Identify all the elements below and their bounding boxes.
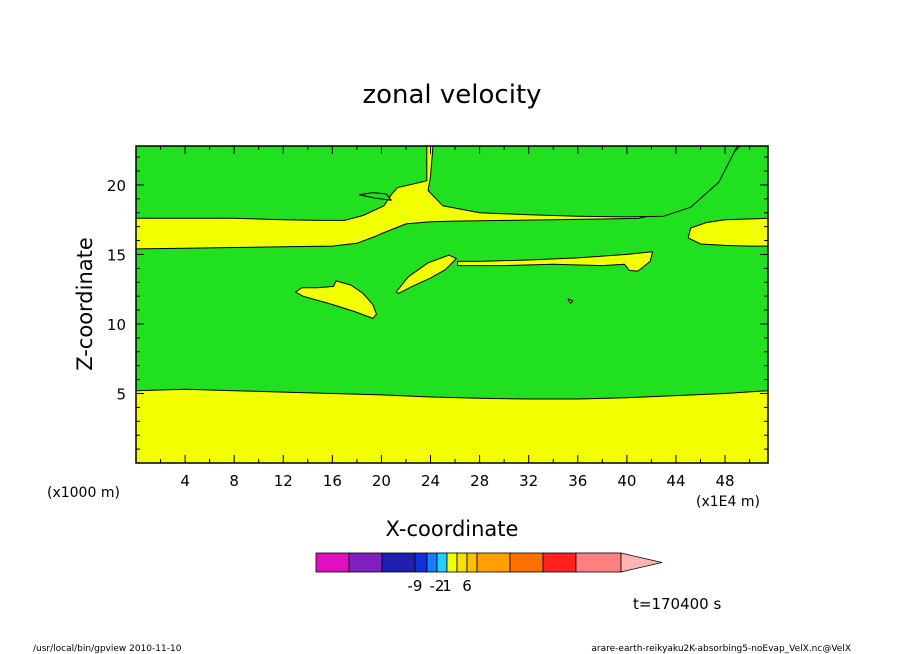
colorbar-segment bbox=[466, 552, 478, 573]
contour-island-right bbox=[457, 251, 654, 272]
colorbar-segment bbox=[542, 552, 577, 573]
y-unit-label: (x1000 m) bbox=[47, 485, 120, 501]
time-label: t=170400 s bbox=[633, 595, 721, 613]
x-unit-label: (x1E4 m) bbox=[696, 494, 760, 510]
colorbar-tick-label: 1 bbox=[442, 577, 452, 595]
colorbar-tick-label: -2 bbox=[430, 577, 445, 595]
x-tick-label: 24 bbox=[421, 472, 440, 490]
x-axis-ticks: 4 8 12 16 20 24 28 32 36 40 44 48 bbox=[160, 146, 751, 490]
plot-area bbox=[135, 145, 769, 464]
colorbar-segment bbox=[381, 552, 416, 573]
contour-upper-region bbox=[136, 146, 428, 221]
colorbar-labels: -9 -21 6 bbox=[408, 577, 472, 595]
x-tick-label: 44 bbox=[666, 472, 685, 490]
chart-title: zonal velocity bbox=[362, 80, 541, 110]
colorbar-segment bbox=[348, 552, 383, 573]
colorbar-overflow-arrow bbox=[620, 552, 663, 573]
colorbar-segment bbox=[426, 552, 438, 573]
x-tick-label: 12 bbox=[274, 472, 293, 490]
contour-main-band bbox=[136, 146, 768, 400]
x-axis-label: X-coordinate bbox=[386, 517, 519, 541]
x-tick-label: 48 bbox=[716, 472, 735, 490]
colorbar-tick-label: 6 bbox=[462, 577, 472, 595]
y-tick-label: 20 bbox=[107, 177, 126, 195]
x-tick-label: 20 bbox=[372, 472, 391, 490]
contour-regions bbox=[136, 146, 768, 400]
colorbar-segment bbox=[476, 552, 511, 573]
colorbar bbox=[315, 552, 663, 573]
x-tick-label: 36 bbox=[568, 472, 587, 490]
y-axis-label: Z-coordinate bbox=[73, 237, 97, 371]
footer-right: arare-earth-reikyaku2K-absorbing5-noEvap… bbox=[591, 644, 851, 654]
y-tick-label: 10 bbox=[107, 316, 126, 334]
y-tick-label: 15 bbox=[107, 246, 126, 264]
colorbar-tick-label: -9 bbox=[408, 577, 423, 595]
contour-island-left bbox=[295, 280, 377, 319]
x-tick-label: 16 bbox=[323, 472, 342, 490]
colorbar-segment bbox=[436, 552, 448, 573]
plot-frame bbox=[135, 145, 769, 464]
x-tick-label: 28 bbox=[470, 472, 489, 490]
y-axis-ticks: 5 10 15 20 bbox=[107, 156, 768, 450]
colorbar-segment bbox=[414, 552, 428, 573]
contour-island-tiny bbox=[567, 298, 574, 304]
x-tick-label: 32 bbox=[519, 472, 538, 490]
y-tick-label: 5 bbox=[116, 385, 126, 403]
colorbar-segment bbox=[446, 552, 458, 573]
contour-green-pocket bbox=[358, 192, 392, 201]
x-tick-label: 8 bbox=[229, 472, 239, 490]
x-tick-label: 4 bbox=[180, 472, 190, 490]
colorbar-segment bbox=[509, 552, 544, 573]
contour-island-middle bbox=[395, 254, 457, 294]
footer-left: /usr/local/bin/gpview 2010-11-10 bbox=[33, 644, 182, 654]
colorbar-segment bbox=[315, 552, 350, 573]
contour-right-top-region bbox=[427, 146, 738, 218]
colorbar-segment bbox=[456, 552, 468, 573]
x-tick-label: 40 bbox=[617, 472, 636, 490]
colorbar-segment bbox=[575, 552, 622, 573]
